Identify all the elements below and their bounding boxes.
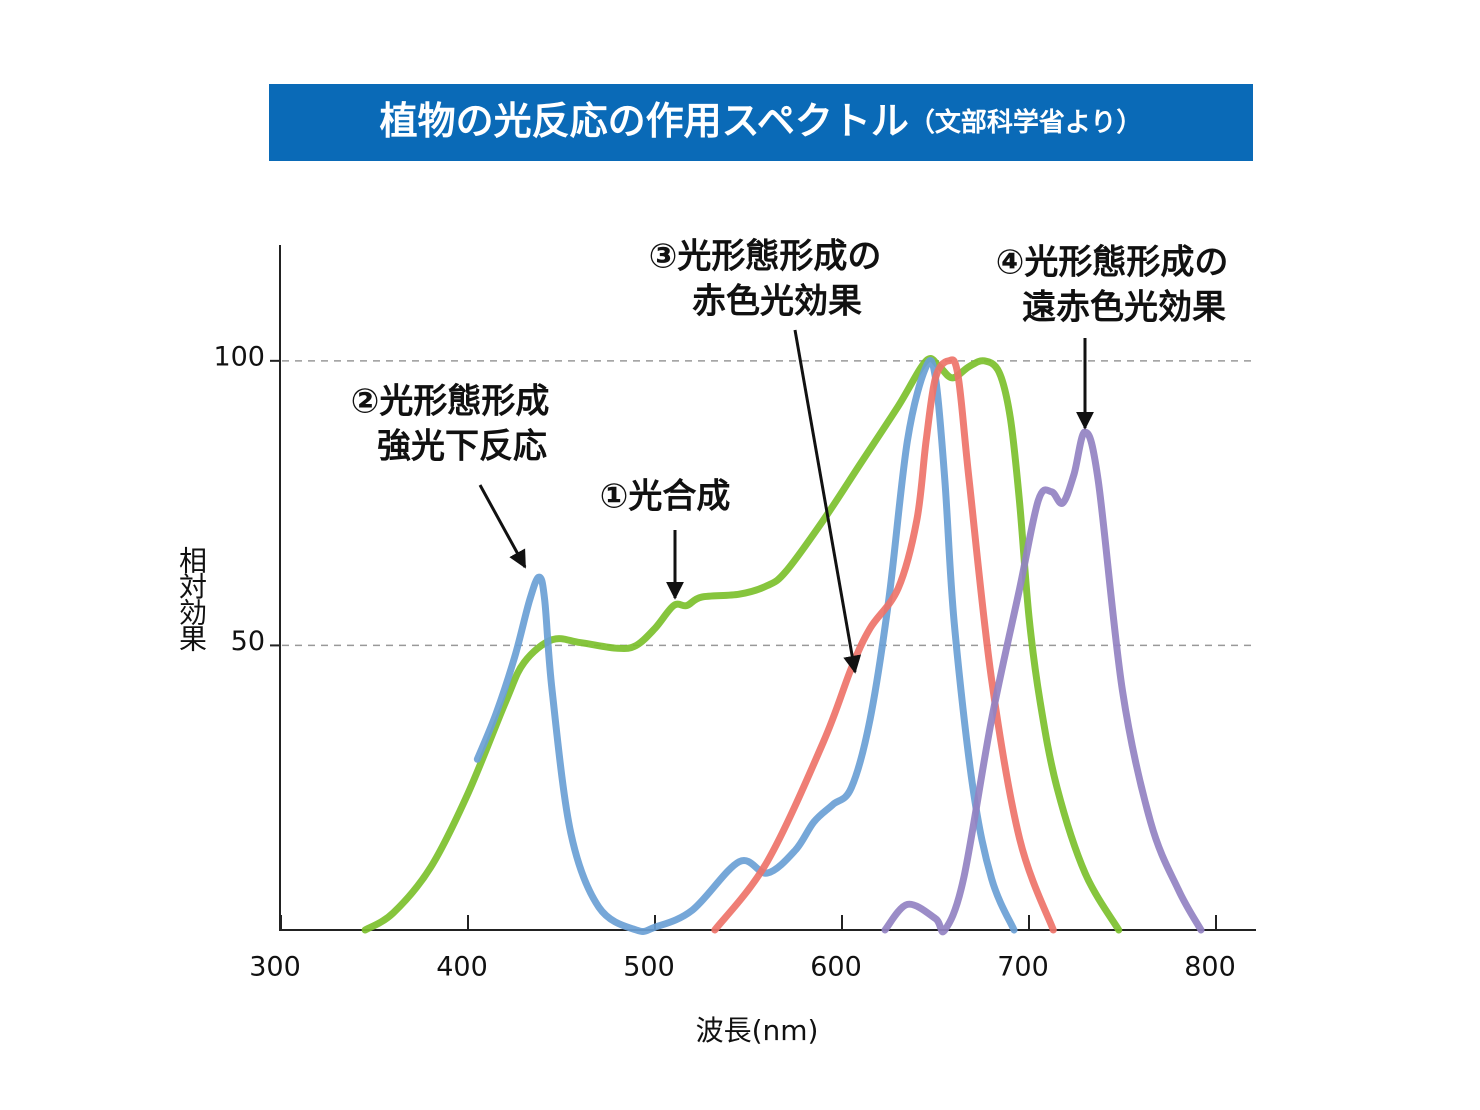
plot-area xyxy=(361,355,1205,936)
grid: 300 400 500 600 700 800 50 100 xyxy=(213,341,1256,983)
y-tick-label: 50 xyxy=(231,626,265,657)
annotation-text: ③光形態形成の xyxy=(649,237,882,277)
chart-title: 植物の光反応の作用スペクトル xyxy=(380,99,909,143)
x-tick-label: 800 xyxy=(1184,952,1236,983)
x-tick-label: 300 xyxy=(249,952,301,983)
x-tick-label: 500 xyxy=(623,952,675,983)
annotation-arrow xyxy=(793,329,862,674)
annotation-text: 遠赤色光効果 xyxy=(1022,288,1226,328)
x-axis-label: 波長(nm) xyxy=(696,1014,819,1047)
annotation-arrow xyxy=(478,484,527,569)
annotation-text: 赤色光効果 xyxy=(692,282,862,322)
annotation-text: ①光合成 xyxy=(600,477,731,517)
title-banner xyxy=(269,84,1253,161)
series-line xyxy=(473,357,1018,935)
series-line xyxy=(711,356,1057,934)
x-tick-label: 700 xyxy=(997,952,1049,983)
y-tick-label: 100 xyxy=(213,341,265,372)
annotation-text: ④光形態形成の xyxy=(996,243,1229,283)
annotation-text: 強光下反応 xyxy=(377,427,547,467)
x-tick-label: 600 xyxy=(810,952,862,983)
annotation-text: ②光形態形成 xyxy=(351,382,550,422)
series-line xyxy=(361,355,1123,934)
x-tick-label: 400 xyxy=(436,952,488,983)
chart-title-group: 植物の光反応の作用スペクトル（文部科学省より） xyxy=(380,99,1143,143)
y-axis-label: 相対効果 xyxy=(175,546,208,652)
series-line xyxy=(881,428,1205,936)
chart-subtitle: （文部科学省より） xyxy=(909,107,1142,138)
